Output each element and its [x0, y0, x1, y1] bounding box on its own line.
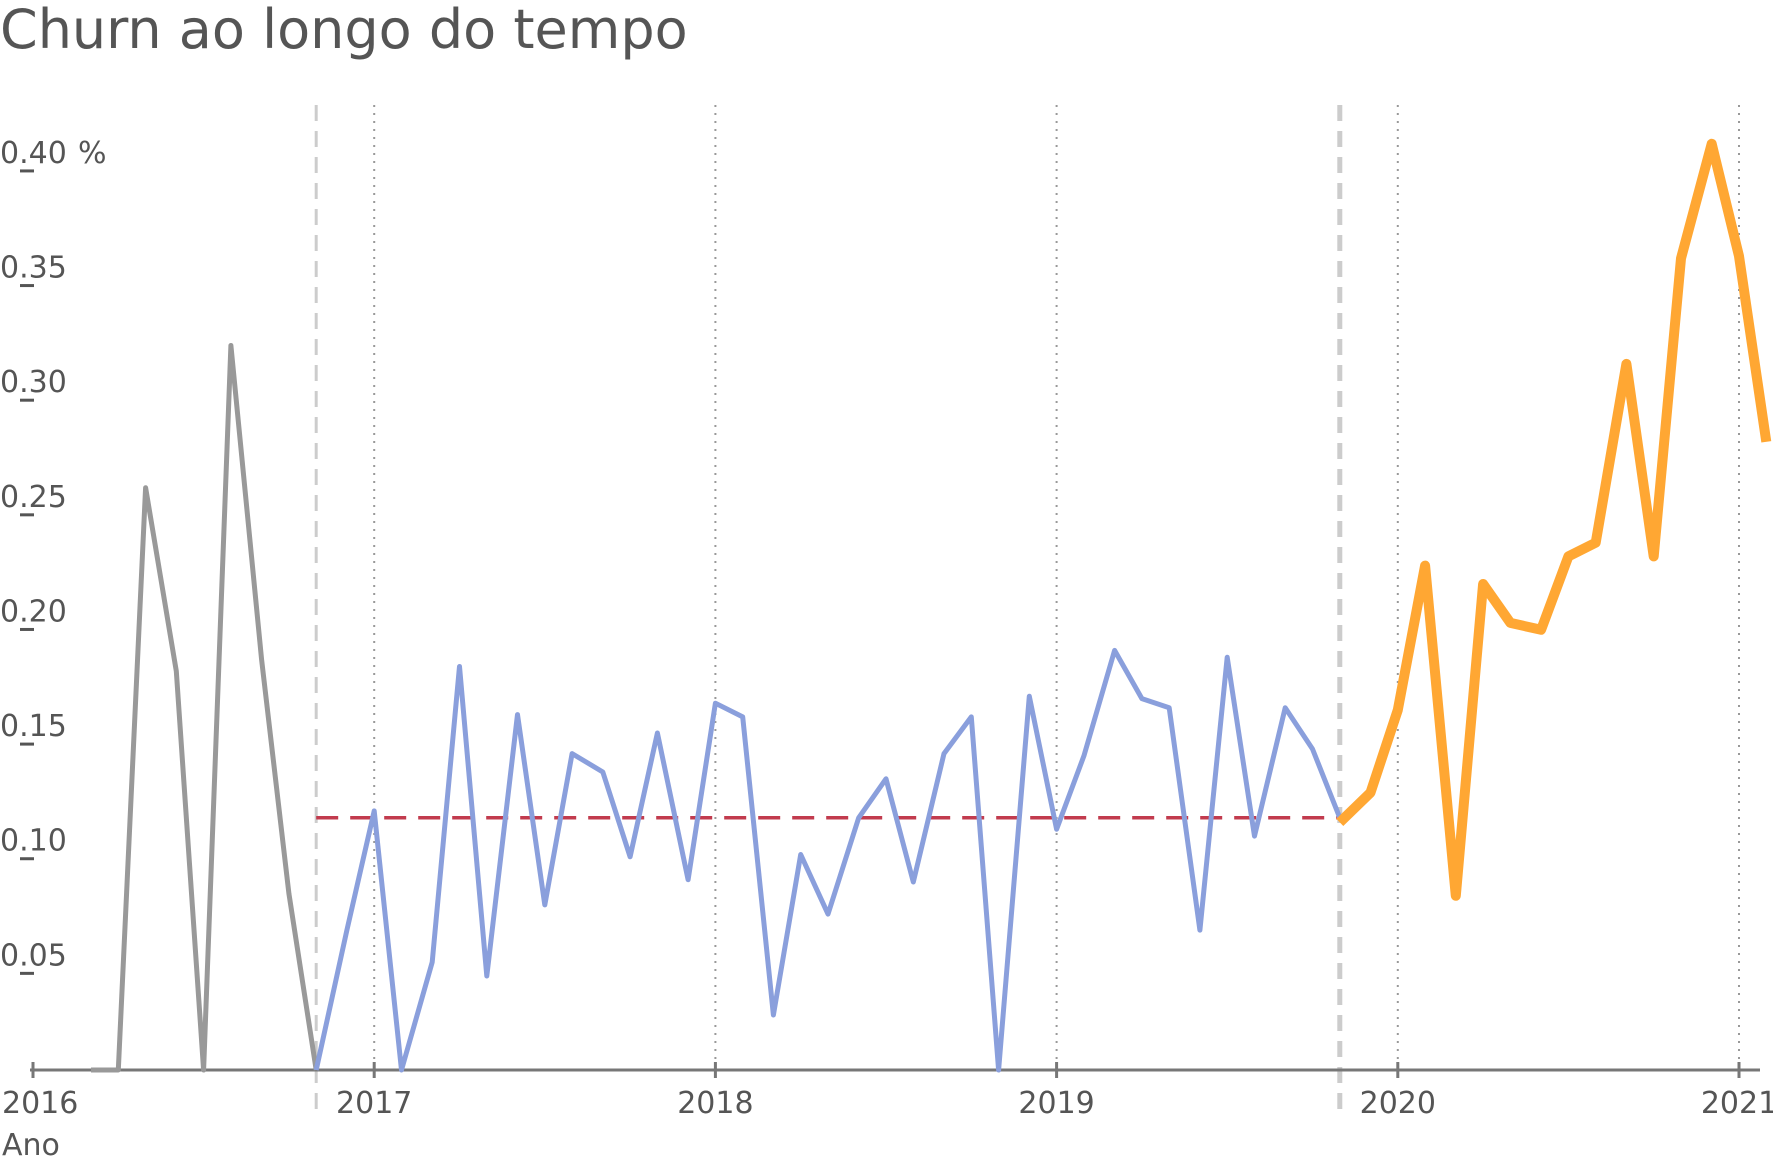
x-tick-label: 2018 — [677, 1086, 753, 1121]
y-tick-label: 0.05 — [0, 938, 67, 973]
label-layer: 2016 2017 2018 2019 2020 2021 Ano 0.05 0.10 0.15 0… — [0, 136, 1773, 1163]
grid-layer — [314, 105, 1740, 1118]
x-tick-label: 2016 — [2, 1086, 78, 1121]
x-axis-label: Ano — [2, 1128, 60, 1163]
chart-title: Churn ao longo do tempo — [0, 0, 688, 61]
axis-layer — [20, 169, 1760, 1078]
x-tick-label: 2019 — [1018, 1086, 1094, 1121]
y-tick-label: 0.40 — [0, 136, 67, 171]
y-tick-label: 0.20 — [0, 594, 67, 629]
y-tick-label: 0.30 — [0, 365, 67, 400]
x-tick-label: 2017 — [336, 1086, 412, 1121]
x-tick-label: 2021 — [1701, 1086, 1773, 1121]
y-tick-label: 0.35 — [0, 251, 67, 286]
series-line-2 — [313, 647, 1343, 1073]
series-line-1 — [91, 343, 319, 1073]
y-tick-label: 0.15 — [0, 709, 67, 744]
y-tick-label: 0.10 — [0, 824, 67, 859]
series-line-3 — [1336, 138, 1772, 901]
y-unit-label: % — [78, 136, 107, 171]
y-tick-label: 0.25 — [0, 480, 67, 515]
series-layer — [91, 138, 1772, 1073]
x-tick-label: 2020 — [1360, 1086, 1436, 1121]
